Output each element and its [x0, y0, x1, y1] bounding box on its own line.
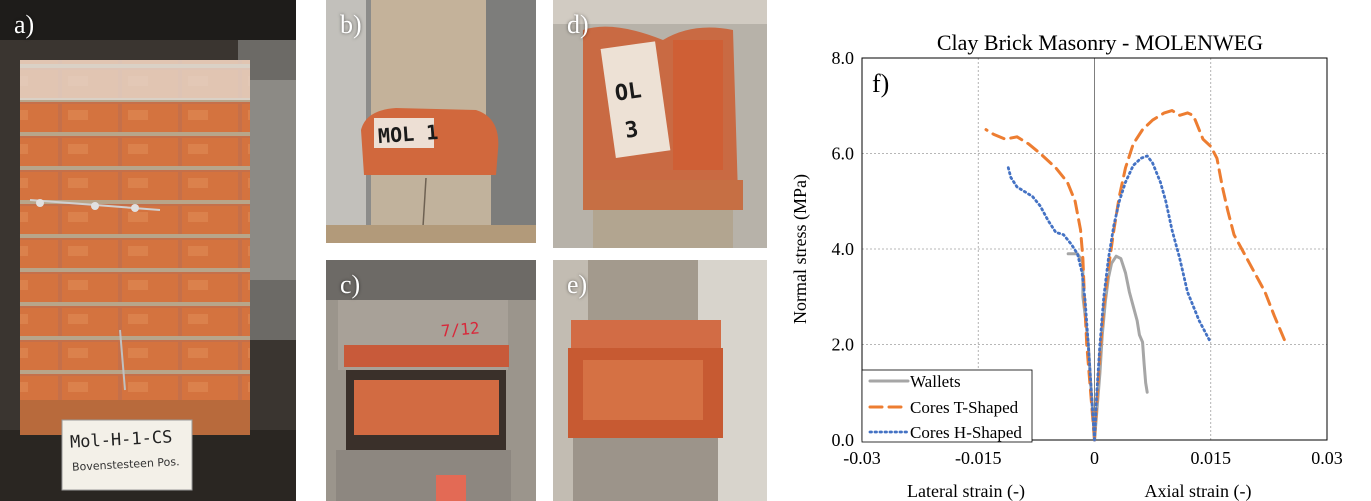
specimen-marking-d-top: OL [613, 78, 644, 107]
y-tick-label: 2.0 [832, 335, 855, 355]
photo-panel-e: e) [553, 260, 767, 501]
y-tick-label: 0.0 [832, 430, 855, 450]
specimen-marking-c: 7/12 [440, 318, 481, 341]
core-specimen-e-image [553, 260, 767, 501]
panel-label-f: f) [872, 69, 889, 98]
y-tick-label: 4.0 [832, 239, 855, 259]
panel-label-b: b) [340, 10, 362, 39]
x-tick-label: -0.015 [955, 448, 1002, 468]
photo-panel-b: b) MOL 1 [326, 0, 536, 243]
stress-strain-chart: 0.0 2.0 4.0 6.0 8.0 -0.03 -0.015 0 0.015 0.03 Cla… [780, 0, 1371, 501]
panel-label-d: d) [567, 10, 589, 39]
chart-tick-labels: 0.0 2.0 4.0 6.0 8.0 -0.03 -0.015 0 0.015 0.03 [832, 48, 1343, 468]
chart-series [984, 109, 1286, 442]
core-specimen-d-image [553, 0, 767, 248]
panel-label-c: c) [340, 270, 361, 299]
panel-label-a: a) [14, 10, 35, 39]
masonry-wallet-specimen-image [0, 0, 296, 501]
x-axis-label-lateral: Lateral strain (-) [907, 481, 1025, 501]
legend-label-cores-t: Cores T-Shaped [910, 398, 1019, 417]
chart-title: Clay Brick Masonry - MOLENWEG [937, 30, 1263, 55]
legend-label-wallets: Wallets [910, 372, 961, 391]
core-specimen-b-image [326, 0, 536, 243]
y-tick-label: 8.0 [832, 48, 855, 68]
chart-legend: Wallets Cores T-Shaped Cores H-Shaped [861, 369, 1033, 443]
photo-panel-c: c) 7/12 [326, 260, 536, 501]
photo-panel-d: d) OL 3 [553, 0, 767, 248]
x-tick-label: 0.015 [1191, 448, 1232, 468]
series-line-cores-t-shaped [984, 109, 1286, 442]
panel-label-e: e) [567, 270, 588, 299]
specimen-marking-b: MOL 1 [377, 119, 439, 149]
series-line-cores-h-shaped [1006, 154, 1211, 442]
x-axis-label-axial: Axial strain (-) [1145, 481, 1252, 501]
core-specimen-c-image [326, 260, 536, 501]
legend-label-cores-h: Cores H-Shaped [910, 423, 1022, 442]
x-tick-label: 0.03 [1311, 448, 1343, 468]
y-axis-label: Normal stress (MPa) [790, 174, 811, 324]
x-tick-label: 0 [1090, 448, 1099, 468]
x-tick-label: -0.03 [843, 448, 881, 468]
photo-panel-a: a) Mol-H-1-CS Bovenstesteen Pos. [0, 0, 296, 501]
y-tick-label: 6.0 [832, 144, 855, 164]
